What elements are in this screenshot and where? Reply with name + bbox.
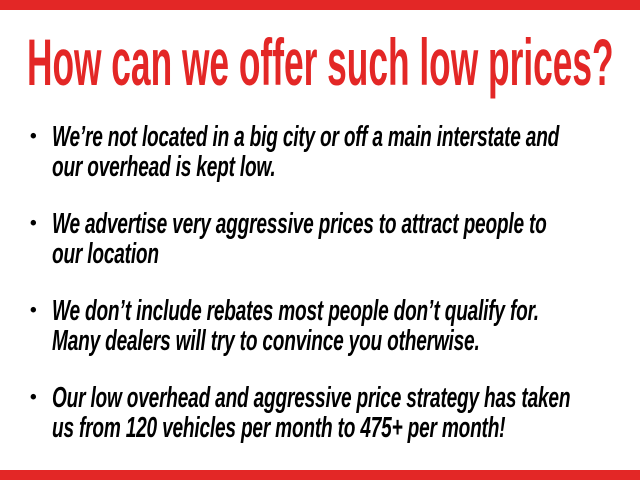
top-accent-bar — [0, 0, 640, 10]
bullet-item-rebates: • We don’t include rebates most people d… — [30, 296, 640, 356]
bullet-line: We don’t include rebates most people don… — [52, 295, 539, 327]
bullet-item-volume: • Our low overhead and aggressive price … — [30, 383, 640, 443]
bullet-item-location: • We’re not located in a big city or off… — [30, 122, 640, 182]
bullet-icon: • — [30, 300, 37, 321]
bullet-line: Many dealers will try to convince you ot… — [52, 325, 480, 357]
page-title-text: How can we offer such low prices? — [26, 25, 614, 99]
page-title: How can we offer such low prices? — [0, 24, 640, 100]
bullet-text: We don’t include rebates most people don… — [52, 296, 539, 356]
bullet-icon: • — [30, 213, 37, 234]
bullet-icon: • — [30, 126, 37, 147]
bottom-accent-bar — [0, 470, 640, 480]
bullet-line: our location — [52, 238, 159, 270]
bullet-text: We advertise very aggressive prices to a… — [52, 209, 547, 269]
bullet-line: our overhead is kept low. — [52, 151, 276, 183]
bullet-line: We’re not located in a big city or off a… — [52, 121, 560, 153]
bullet-item-advertising: • We advertise very aggressive prices to… — [30, 209, 640, 269]
bullet-text: Our low overhead and aggressive price st… — [52, 382, 571, 444]
bullet-icon: • — [30, 387, 37, 408]
bullet-text: We’re not located in a big city or off a… — [52, 122, 559, 182]
bullet-line: us from 120 vehicles per month to 475+ p… — [52, 412, 506, 444]
bullet-line: We advertise very aggressive prices to a… — [52, 208, 547, 240]
bullet-list: • We’re not located in a big city or off… — [0, 122, 640, 470]
bullet-line: Our low overhead and aggressive price st… — [52, 382, 571, 414]
